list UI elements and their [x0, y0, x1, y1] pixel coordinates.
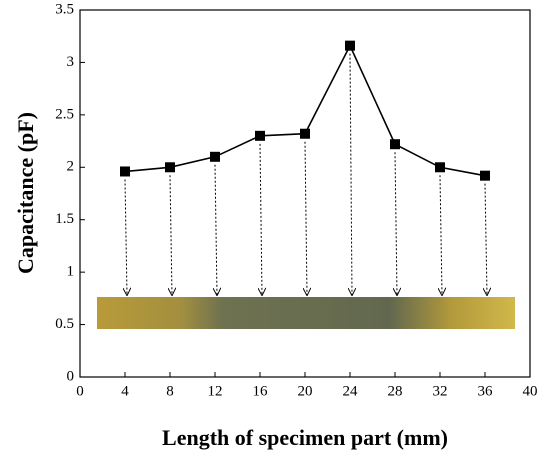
x-tick-label: 24 — [343, 383, 359, 399]
y-tick-label: 1.5 — [55, 211, 74, 227]
x-tick-label: 8 — [166, 383, 174, 399]
y-tick-label: 1 — [67, 264, 75, 280]
x-tick-label: 28 — [388, 383, 403, 399]
pointer-arrow — [440, 175, 442, 295]
specimen-photo — [97, 297, 515, 329]
x-tick-label: 16 — [253, 383, 269, 399]
pointer-arrow — [125, 179, 127, 295]
y-tick-label: 0 — [67, 368, 75, 384]
x-tick-label: 40 — [523, 383, 538, 399]
y-tick-label: 0.5 — [55, 316, 74, 332]
data-point — [120, 166, 130, 177]
data-point — [165, 162, 175, 173]
pointer-arrow — [305, 141, 307, 295]
y-tick-label: 2.5 — [55, 106, 74, 122]
y-tick-label: 3 — [67, 54, 75, 70]
data-point — [480, 170, 490, 181]
x-axis-label: Length of specimen part (mm) — [162, 425, 448, 450]
pointer-arrow — [170, 175, 172, 295]
x-tick-label: 0 — [76, 383, 84, 399]
pointer-arrow — [485, 183, 487, 295]
x-tick-label: 12 — [208, 383, 223, 399]
pointer-arrow — [350, 53, 352, 295]
data-point — [435, 162, 445, 173]
y-tick-label: 2 — [67, 159, 75, 175]
x-tick-label: 4 — [121, 383, 129, 399]
data-point — [390, 139, 400, 150]
pointer-arrow — [260, 143, 262, 295]
data-point — [300, 128, 310, 139]
x-tick-label: 32 — [433, 383, 448, 399]
y-axis-label: Capacitance (pF) — [13, 112, 38, 274]
pointer-arrow — [215, 164, 217, 295]
data-line — [124, 43, 486, 177]
data-point — [210, 151, 220, 162]
x-tick-label: 20 — [298, 383, 313, 399]
y-tick-label: 3.5 — [55, 1, 74, 17]
data-point — [255, 130, 265, 141]
data-point — [345, 40, 355, 51]
x-tick-label: 36 — [478, 383, 494, 399]
pointer-arrow — [395, 152, 397, 295]
